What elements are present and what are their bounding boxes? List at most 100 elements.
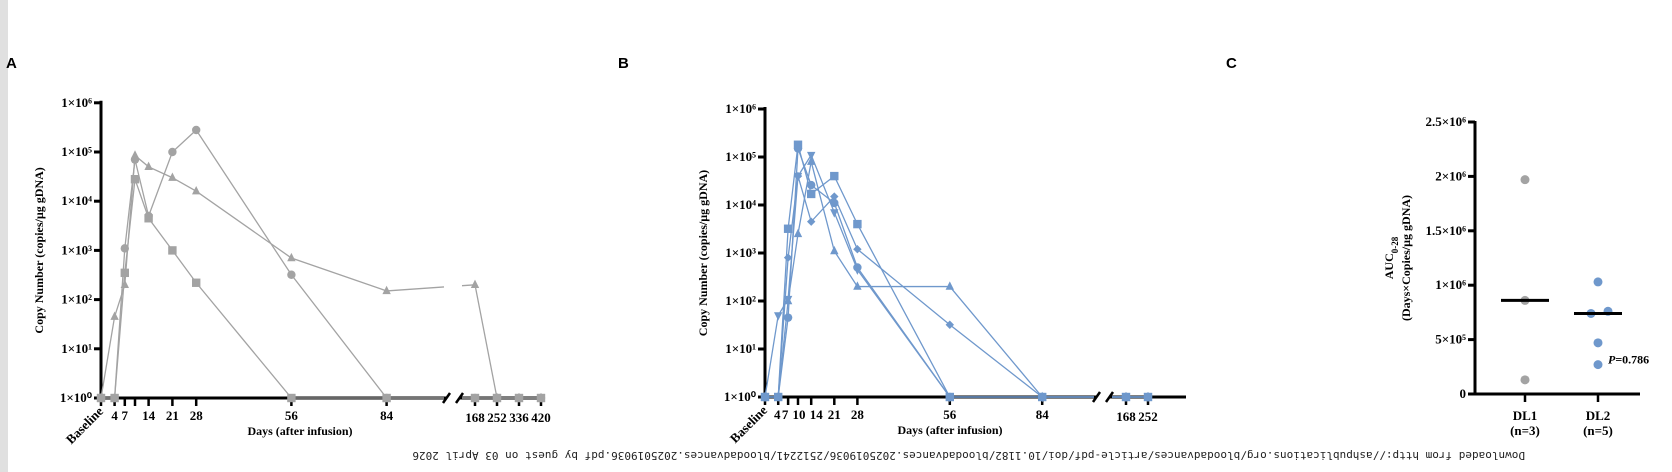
- x-tick-sublabel: (n=3): [1510, 423, 1540, 438]
- y-tick-label: 2.5×10⁶: [1425, 114, 1466, 129]
- y-tick-label: 1×10⁶: [1435, 277, 1466, 292]
- x-tick-label: 336: [509, 410, 529, 425]
- axis-break-gap: [1096, 393, 1110, 401]
- series-line: [386, 286, 445, 292]
- marker-triangle: [287, 252, 296, 262]
- x-axis-title: Days (after infusion): [247, 424, 352, 438]
- marker-diamond: [760, 392, 770, 402]
- group-dl1: DL1(n=3): [1501, 175, 1549, 438]
- x-tick-label: 84: [1036, 407, 1050, 422]
- marker-square: [470, 393, 480, 403]
- y-tick-label: 1×10⁶: [725, 101, 756, 116]
- marker-diamond: [783, 253, 793, 262]
- marker-triangle: [382, 285, 391, 295]
- panel-label-a: A: [6, 55, 17, 72]
- marker-diamond: [945, 320, 954, 329]
- download-watermark: Downloaded from http://ashpublications.o…: [412, 449, 1525, 462]
- marker-triangle: [168, 172, 177, 181]
- y-tick-label: 1×10¹: [61, 341, 92, 356]
- marker-triangle-down: [807, 151, 816, 161]
- y-tick-label: 1×10⁴: [725, 197, 756, 212]
- x-tick-label: 252: [1138, 409, 1158, 424]
- marker-triangle-down: [783, 295, 793, 305]
- x-tick-label: 14: [142, 408, 156, 423]
- series-line: [765, 161, 1043, 398]
- y-tick-label: 1×10¹: [725, 341, 756, 356]
- y-tick-label: 2×10⁶: [1435, 168, 1466, 183]
- marker-square: [807, 189, 816, 199]
- axis-break-mark: [441, 392, 452, 404]
- series-line: [101, 129, 388, 399]
- b-series-circle: [760, 144, 1153, 402]
- marker-square: [110, 393, 119, 403]
- b-series-triangle-down: [760, 151, 1153, 403]
- y-tick-label: 1×10⁰: [724, 389, 757, 404]
- panel-b-chart: 1×10⁰ 1×10¹ 1×10² 1×10³ 1×10⁴ 1×10⁵ 1×10⁶ Basel…: [696, 101, 1186, 446]
- series-line: [101, 178, 387, 399]
- x-tick-sublabel: (n=5): [1583, 423, 1613, 438]
- marker-triangle-down: [830, 209, 839, 218]
- y-tick-label: 1×10³: [61, 242, 92, 257]
- marker-circle: [287, 270, 296, 279]
- marker-square: [287, 393, 296, 403]
- axis-break-mark: [1091, 391, 1102, 403]
- marker-diamond: [1143, 392, 1153, 402]
- y-axis-title: AUC0-28: [1382, 236, 1400, 279]
- x-tick-label: 7: [782, 407, 789, 422]
- y-tick-label: 1×10³: [725, 245, 756, 260]
- y-axis-title-units: (Days×Copies/µg gDNA): [1399, 195, 1413, 321]
- marker-triangle: [144, 161, 153, 171]
- x-tick-label: DL2: [1586, 408, 1611, 423]
- marker-triangle: [110, 311, 119, 320]
- data-point: [1593, 360, 1603, 370]
- x-tick-label: 28: [190, 408, 204, 423]
- y-tick-label: 1×10⁶: [61, 95, 92, 110]
- b-series-square: [760, 140, 1153, 402]
- marker-square: [492, 393, 502, 403]
- marker-square: [382, 393, 391, 403]
- x-tick-label: 420: [531, 410, 551, 425]
- marker-square: [783, 224, 793, 233]
- marker-circle: [783, 313, 793, 322]
- marker-square: [514, 393, 524, 403]
- y-tick-label: 0: [1460, 386, 1467, 401]
- axis-break-gap: [446, 394, 460, 402]
- y-axis-title: Copy Number (copies/µg gDNA): [696, 170, 710, 336]
- panel-label-b: B: [618, 55, 629, 72]
- marker-triangle-down: [945, 393, 954, 403]
- marker-diamond: [1038, 392, 1047, 402]
- series-line: [765, 175, 1043, 398]
- x-tick-label: 168: [1116, 409, 1136, 424]
- marker-diamond: [830, 192, 839, 201]
- x-tick-label: 10: [793, 407, 806, 422]
- y-tick-label: 5×10⁵: [1435, 332, 1466, 347]
- y-tick-label: 1×10²: [61, 292, 92, 307]
- series-line: [474, 284, 541, 399]
- b-series-triangle: [760, 156, 1153, 401]
- marker-square: [830, 171, 839, 181]
- marker-diamond: [853, 244, 862, 254]
- marker-circle: [168, 147, 177, 157]
- marker-triangle: [130, 150, 140, 159]
- axis-break-mark: [1104, 391, 1115, 403]
- x-tick-label: 168: [465, 410, 485, 425]
- y-tick-label: 1×10⁴: [61, 193, 92, 208]
- y-axis-title: Copy Number (copies/µg gDNA): [32, 167, 46, 333]
- marker-triangle: [192, 185, 201, 195]
- marker-circle: [793, 144, 803, 153]
- marker-triangle: [120, 279, 129, 288]
- marker-circle: [807, 180, 816, 190]
- b-series-diamond: [760, 171, 1153, 402]
- p-value-annotation: P=0.786: [1608, 353, 1649, 367]
- x-tick-label: 7: [122, 408, 129, 423]
- marker-triangle: [807, 156, 816, 165]
- y-tick-label: 1×10⁰: [60, 390, 93, 405]
- marker-triangle: [830, 245, 839, 255]
- x-axis-title: Days (after infusion): [897, 423, 1002, 437]
- group-dl2: DL2(n=5): [1574, 277, 1622, 438]
- marker-square: [120, 268, 129, 278]
- marker-triangle-down: [774, 312, 783, 321]
- panel-label-c: C: [1226, 55, 1237, 72]
- series-line: [765, 144, 1043, 398]
- marker-diamond: [793, 171, 803, 181]
